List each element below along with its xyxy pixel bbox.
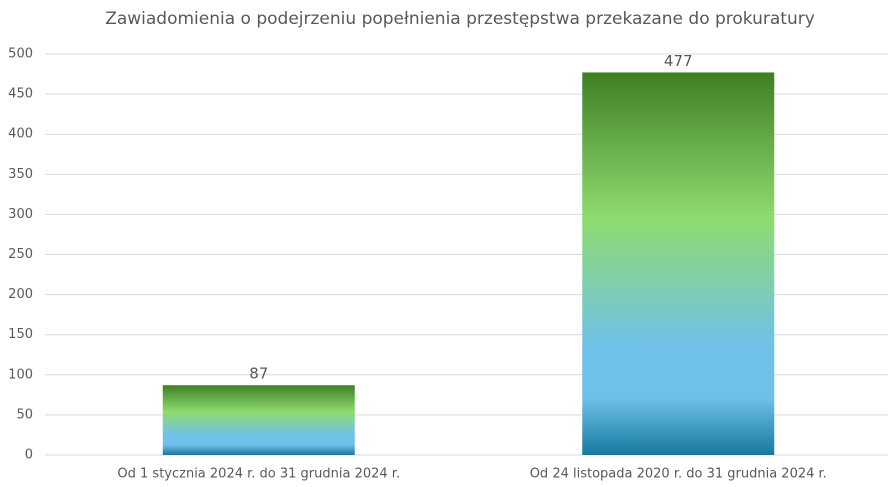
y-tick-label: 450 <box>8 87 33 102</box>
x-tick-label: Od 24 listopada 2020 r. do 31 grudnia 20… <box>530 467 827 482</box>
chart-title: Zawiadomienia o podejrzeniu popełnienia … <box>105 9 815 29</box>
bar <box>162 385 355 455</box>
y-tick-label: 500 <box>8 47 33 62</box>
y-tick-label: 400 <box>8 127 33 142</box>
y-tick-label: 350 <box>8 167 33 182</box>
y-tick-label: 200 <box>8 287 33 302</box>
bar <box>582 72 775 456</box>
y-tick-label: 250 <box>8 247 33 262</box>
y-tick-label: 300 <box>8 207 33 222</box>
x-tick-label: Od 1 stycznia 2024 r. do 31 grudnia 2024… <box>117 467 400 482</box>
value-label: 477 <box>664 52 693 70</box>
value-label: 87 <box>249 365 268 383</box>
y-tick-label: 0 <box>25 448 33 463</box>
y-tick-label: 50 <box>16 407 33 422</box>
y-tick-label: 150 <box>8 327 33 342</box>
y-tick-label: 100 <box>8 367 33 382</box>
